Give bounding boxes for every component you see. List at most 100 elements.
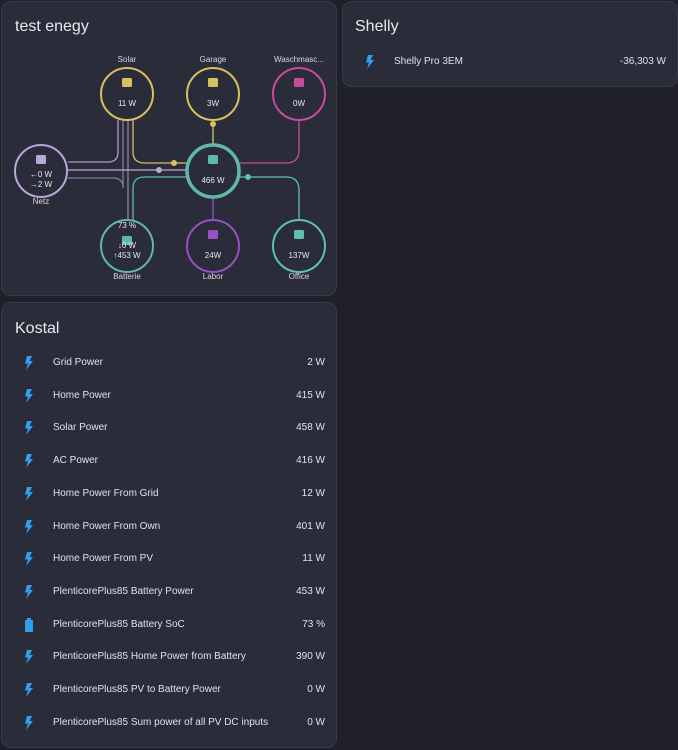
flow-lines [68,120,300,220]
flow-node[interactable]: Labor 24W [186,219,240,281]
energy-card: test enegy Solar 11 W Garage 3W Waschmasc...… [1,1,337,296]
entity-row[interactable]: Home Power From Own 401 W [2,517,336,537]
node-icon [294,78,304,87]
node-circle [14,144,68,198]
flow-node[interactable]: Netz ←0 W→2 W [14,144,68,206]
flow-node[interactable]: 466 W [185,143,241,199]
node-icon [208,155,218,164]
entity-state: 390 W [296,651,325,663]
icon [25,683,33,697]
entity-state: 415 W [296,389,325,401]
entity-row[interactable]: Home Power From Grid 12 W [2,484,336,504]
entity-state: 458 W [296,422,325,434]
node-circle [185,143,241,199]
energy-flow: Solar 11 W Garage 3W Waschmasc... 0W Netz ←0 W→… [14,55,326,281]
node-name: Solar [118,55,137,64]
node-circle [186,219,240,273]
node-value: 73 % [118,221,136,230]
flow-node[interactable]: Garage 3W [186,55,240,121]
entity-name: PlenticorePlus85 Home Power from Battery [53,651,246,663]
node-name: Office [289,272,310,281]
entity-row[interactable]: Home Power From PV 11 W [2,549,336,569]
flow-node[interactable]: Office 137W [272,219,326,281]
node-value: 24W [205,251,222,260]
entity-name: PlenticorePlus85 Battery Power [53,585,194,597]
node-circle [100,67,154,121]
entity-name: PlenticorePlus85 Sum power of all PV DC … [53,716,269,728]
node-value: 0W [293,99,305,108]
flow-node[interactable]: Batterie 73 % ↓0 W↑453 W [100,219,154,281]
node-value: →2 W [30,180,53,189]
flow-node[interactable]: Waschmasc... 0W [272,55,326,121]
icon [25,356,33,370]
node-circle [100,219,154,273]
entity-row[interactable]: AC Power 416 W [2,451,336,471]
node-value: ↓0 W [118,241,137,250]
entity-row[interactable]: PlenticorePlus85 Sum power of all PV DC … [2,713,336,733]
entity-name: Home Power From PV [53,553,154,565]
node-icon [36,155,46,164]
node-name: Labor [203,272,224,281]
node-name: Waschmasc... [274,55,324,64]
entity-state: 401 W [296,520,325,532]
entity-state: 11 W [302,553,325,565]
entity-state: -36,303 W [619,56,666,67]
node-icon [122,236,132,245]
icon [25,454,33,469]
icon [25,388,33,403]
entity-row[interactable]: PlenticorePlus85 Battery SoC 73 % [2,615,336,635]
entity-state: 0 W [307,684,325,695]
node-value: ←0 W [30,170,53,179]
entity-row[interactable]: Grid Power 2 W [2,353,336,373]
entity-row[interactable]: PlenticorePlus85 PV to Battery Power 0 W [2,680,336,700]
entity-name: PlenticorePlus85 PV to Battery Power [53,684,221,695]
node-icon [122,78,132,87]
entity-state: 2 W [307,357,325,368]
icon [25,715,33,730]
entity-row[interactable]: Home Power 415 W [2,386,336,406]
icon [25,552,33,567]
node-circle [186,67,240,121]
shelly-card: Shelly Shelly Pro 3EM -36,303 W [342,1,678,87]
entity-row[interactable]: PlenticorePlus85 Battery Power 453 W [2,582,336,602]
node-value: 11 W [118,99,137,108]
entity-state: 416 W [296,455,325,467]
node-value: ↑453 W [113,251,141,260]
entity-state: 453 W [296,585,325,597]
flow-dot [210,121,216,127]
entity-state: 73 % [302,618,325,630]
entity-name: Solar Power [53,422,108,434]
entity-name: PlenticorePlus85 Battery SoC [53,618,185,630]
node-circle [272,219,326,273]
entity-row[interactable]: Solar Power 458 W [2,418,336,438]
icon [25,519,33,534]
icon [25,617,33,632]
entity-state: 0 W [307,716,325,728]
icon [25,421,33,436]
kostal-card: Kostal Grid Power 2 W Home Power 415 W Solar… [1,302,337,748]
node-name: Batterie [113,272,141,281]
node-icon [208,78,218,87]
flow-node[interactable]: Solar 11 W [100,55,154,121]
node-icon [294,230,304,239]
node-name: Netz [33,197,49,206]
entity-name: AC Power [53,455,99,467]
node-circle [272,67,326,121]
node-value: 3W [207,99,219,108]
flow-dot [245,174,251,180]
entity-row[interactable]: Shelly Pro 3EM -36,303 W [343,52,677,72]
card-title: Shelly [355,18,399,35]
icon [366,55,374,69]
entity-name: Home Power From Own [53,520,161,532]
node-icon [208,230,218,239]
entity-name: Home Power From Grid [53,487,159,499]
node-value: 137W [289,251,310,260]
entity-name: Grid Power [53,357,104,368]
node-name: Garage [200,55,227,64]
icon [25,584,33,599]
entity-row[interactable]: PlenticorePlus85 Home Power from Battery… [2,647,336,667]
flow-dot [156,167,162,173]
icon [25,650,33,665]
entity-state: 12 W [301,487,325,499]
